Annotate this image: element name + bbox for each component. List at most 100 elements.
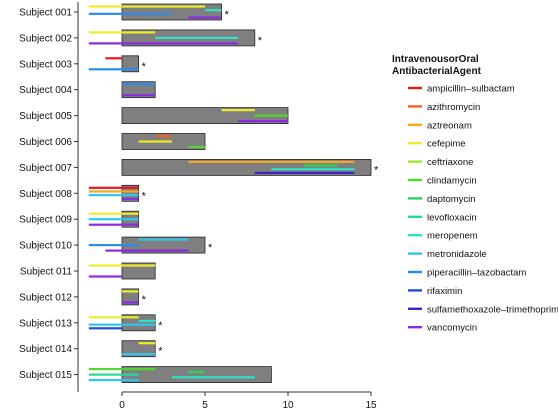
subject-row: Subject 013 * — [19, 314, 163, 332]
legend-title-line-1: IntravenousorOral — [392, 54, 479, 65]
legend-swatch — [408, 289, 422, 292]
legend-item: cefepime — [408, 139, 466, 150]
treatment-segment — [88, 212, 139, 215]
subject-row: Subject 011 — [20, 262, 156, 280]
legend-label: daptomycin — [427, 194, 476, 205]
subject-row: Subject 007 * — [19, 158, 379, 176]
stay-box — [121, 158, 372, 176]
legend-label: ampicillin–sulbactam — [427, 84, 515, 95]
treatment-segment — [88, 68, 139, 71]
treatment-segment — [221, 109, 255, 112]
treatment-segment — [138, 238, 189, 241]
star-marker: * — [158, 346, 163, 358]
legend-label: vancomycin — [427, 323, 477, 334]
legend-item: sulfamethoxazole–trimethoprim — [408, 304, 558, 315]
subject-row: Subject 014 * — [19, 340, 163, 358]
treatment-segment — [155, 134, 172, 138]
y-tick-label: Subject 011 — [20, 267, 73, 278]
stay-box — [121, 340, 156, 358]
treatment-segment — [304, 164, 338, 167]
star-marker: * — [258, 35, 263, 47]
subject-row: Subject 008 * — [19, 184, 147, 202]
legend-swatch — [408, 270, 422, 274]
legend-label: ceftriaxone — [427, 157, 473, 168]
stay-box — [121, 3, 222, 21]
stay-box — [121, 262, 156, 280]
legend-swatch — [408, 105, 422, 108]
treatment-segment — [88, 186, 139, 189]
treatment-segment — [88, 316, 139, 319]
treatment-segment — [88, 368, 156, 371]
legend-title-line-2: AntibacterialAgent — [392, 66, 482, 77]
legend-swatch — [408, 123, 422, 126]
y-tick-label: Subject 002 — [19, 33, 72, 44]
treatment-segment — [122, 197, 139, 200]
subject-row: Subject 006 — [19, 133, 206, 150]
treatment-segment — [88, 42, 239, 45]
treatment-segment — [105, 57, 122, 60]
treatment-segment — [88, 244, 139, 247]
treatment-segment — [254, 171, 355, 174]
legend-label: meropenem — [427, 231, 478, 242]
treatment-segment — [88, 379, 139, 382]
legend-item: levofloxacin — [408, 212, 477, 223]
treatment-segment — [88, 373, 139, 376]
legend-label: levofloxacin — [427, 212, 477, 223]
y-tick-label: Subject 008 — [19, 189, 72, 200]
treatment-segment — [271, 168, 355, 171]
treatment-segment — [88, 12, 172, 15]
treatment-segment — [205, 9, 222, 12]
treatment-segment — [88, 31, 156, 34]
legend-item: ceftriaxone — [408, 157, 473, 168]
stay-box — [121, 81, 156, 99]
y-tick-label: Subject 009 — [19, 215, 72, 226]
legend-swatch — [408, 252, 422, 255]
treatment-segment — [122, 301, 139, 304]
star-marker: * — [142, 61, 147, 73]
legend-item: clindamycin — [408, 176, 477, 187]
legend-item: meropenem — [408, 231, 478, 242]
legend-label: sulfamethoxazole–trimethoprim — [427, 304, 558, 315]
treatment-segment — [122, 83, 156, 86]
subject-row: Subject 012 * — [19, 288, 147, 306]
legend-swatch — [408, 326, 422, 329]
stay-box — [121, 314, 156, 332]
star-marker: * — [142, 190, 147, 202]
subject-row: Subject 010 * — [19, 236, 213, 254]
treatment-segment — [155, 36, 239, 39]
y-tick-label: Subject 001 — [19, 8, 72, 19]
treatment-segment — [122, 94, 156, 97]
treatment-segment — [122, 353, 156, 356]
x-tick-label: 5 — [202, 400, 208, 411]
legend-item: azithromycin — [408, 102, 480, 113]
y-tick-label: Subject 013 — [19, 318, 72, 329]
subject-row: Subject 015 — [19, 366, 272, 384]
legend-item: vancomycin — [408, 323, 477, 334]
treatment-segment — [88, 264, 156, 267]
treatment-segment — [88, 223, 139, 226]
legend-label: azithromycin — [427, 102, 480, 113]
y-tick-label: Subject 004 — [19, 85, 72, 96]
legend-swatch — [408, 86, 422, 90]
treatment-segment — [171, 376, 255, 379]
treatment-segment — [188, 160, 355, 163]
treatment-segment — [254, 114, 288, 117]
x-tick-label: 10 — [282, 400, 294, 411]
legend-label: aztreonam — [427, 120, 472, 131]
stay-box — [121, 184, 140, 202]
legend-label: rifaximin — [427, 286, 462, 297]
subject-row: Subject 009 — [19, 210, 140, 228]
subject-row: Subject 001 * — [19, 3, 230, 21]
y-tick-label: Subject 003 — [19, 59, 72, 70]
legend-label: piperacillin–tazobactam — [427, 268, 526, 279]
legend-swatch — [408, 307, 422, 310]
star-marker: * — [158, 320, 163, 332]
star-marker: * — [225, 9, 230, 21]
subject-row: Subject 004 — [19, 81, 156, 99]
star-marker: * — [374, 164, 379, 176]
legend-label: metronidazole — [427, 249, 487, 260]
y-tick-label: Subject 006 — [19, 137, 72, 148]
treatment-segment — [88, 327, 122, 330]
x-tick-label: 0 — [119, 400, 125, 411]
